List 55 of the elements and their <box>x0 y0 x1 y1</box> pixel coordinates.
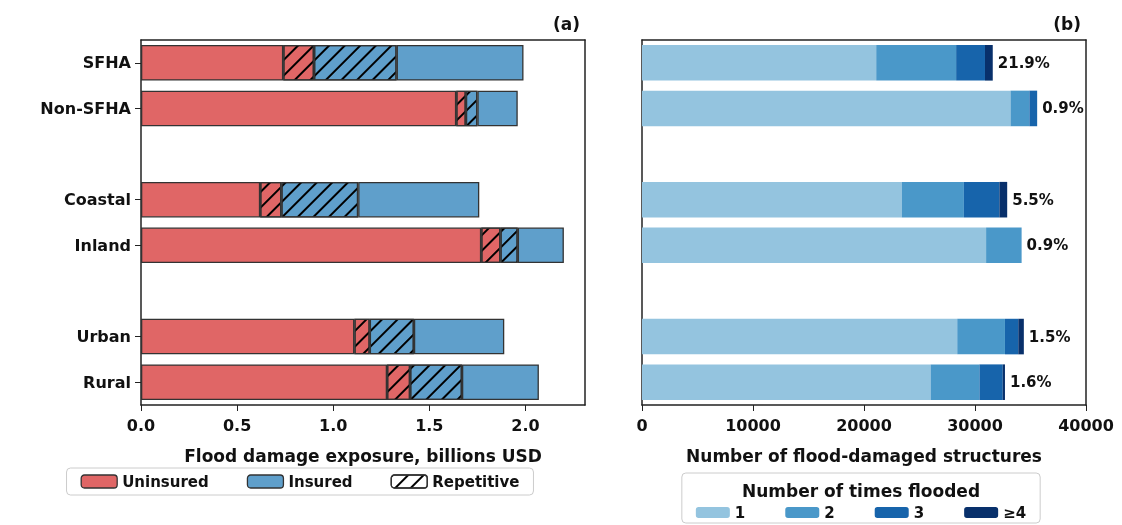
legend-label: 3 <box>913 503 925 522</box>
x-tick-label: 30000 <box>947 415 1003 435</box>
bar <box>901 181 964 218</box>
x-tick-label: 20000 <box>836 415 892 435</box>
bar <box>956 45 985 81</box>
x-tick-label: 40000 <box>1058 415 1114 435</box>
chart-title: (b) <box>1053 13 1082 34</box>
legend-label: 1 <box>734 503 746 522</box>
legend-label: Insured <box>288 472 353 491</box>
legend-label: Repetitive <box>432 472 520 491</box>
bar <box>957 318 1005 355</box>
legend-title: Number of times flooded <box>741 480 981 501</box>
x-tick-label: 0.5 <box>222 415 252 435</box>
y-tick-label: Rural <box>83 372 131 392</box>
bar <box>984 45 993 81</box>
bar <box>1010 90 1030 127</box>
bar <box>642 364 931 400</box>
y-tick-label: SFHA <box>82 53 132 73</box>
bar <box>930 364 980 400</box>
bar <box>999 181 1008 218</box>
bar <box>642 90 1011 127</box>
x-tick-label: 0.0 <box>126 415 156 435</box>
x-tick-label: 0 <box>636 415 648 435</box>
annotation: 0.9% <box>1042 99 1084 118</box>
y-tick-label: Non-SFHA <box>40 98 132 118</box>
y-tick-label: Urban <box>76 327 131 347</box>
x-tick-label: 1.5 <box>415 415 444 435</box>
bar <box>1002 364 1005 400</box>
bar <box>986 227 1022 264</box>
annotation: 5.5% <box>1012 190 1054 209</box>
x-axis-title: Number of flood-damaged structures <box>686 445 1042 466</box>
y-tick-label: Coastal <box>64 190 131 210</box>
bar <box>642 181 902 218</box>
bar <box>979 364 1003 400</box>
x-tick-label: 2.0 <box>511 415 540 435</box>
x-tick-label: 10000 <box>725 415 781 435</box>
bar <box>1018 318 1024 355</box>
chart-title: (a) <box>552 13 580 34</box>
bar <box>1029 90 1038 127</box>
y-tick-label: Inland <box>74 235 131 255</box>
annotation: 21.9% <box>997 53 1050 72</box>
legend-label: 2 <box>824 503 835 522</box>
annotation: 1.5% <box>1028 327 1071 346</box>
bar <box>642 318 958 355</box>
bar <box>642 227 987 264</box>
bar <box>1004 318 1019 355</box>
legend-label: Uninsured <box>122 472 209 491</box>
annotation: 1.6% <box>1009 373 1052 392</box>
bar <box>963 181 1000 218</box>
bar <box>642 45 877 81</box>
x-tick-label: 1.0 <box>319 415 348 435</box>
bar <box>876 45 957 81</box>
legend-label: ≥4 <box>1003 503 1027 522</box>
annotation: 0.9% <box>1026 236 1069 255</box>
x-axis-title: Flood damage exposure, billions USD <box>184 445 542 466</box>
